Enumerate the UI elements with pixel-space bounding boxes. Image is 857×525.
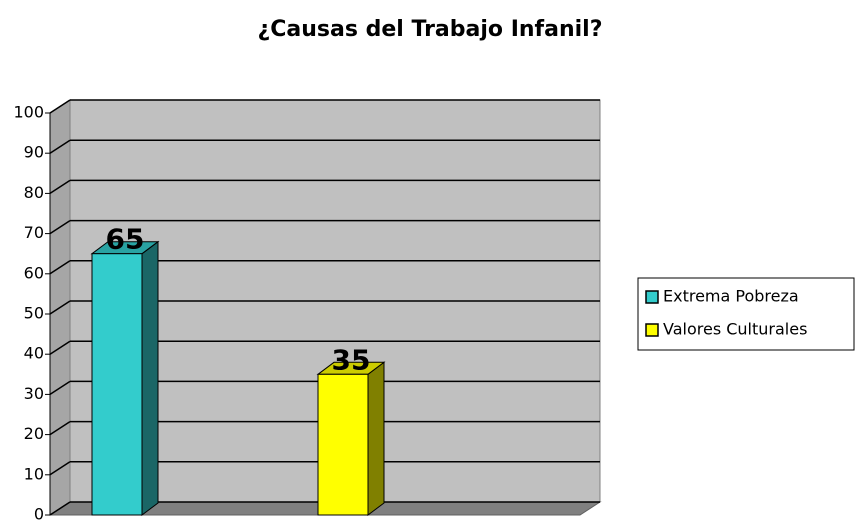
data-label: 35 [332,343,371,376]
grid-line [49,219,71,235]
grid-line [49,420,71,436]
data-label: 65 [106,223,145,256]
legend-label: Extrema Pobreza [663,287,799,306]
grid-line [49,380,71,396]
y-tick-label: 10 [24,464,44,483]
y-tick-label: 90 [24,143,44,162]
legend-swatch [645,323,659,337]
legend-box [637,277,855,351]
y-tick-label: 100 [13,103,44,122]
grid-line [49,139,71,154]
bar [317,373,369,516]
legend-label: Valores Culturales [663,320,807,339]
y-tick-label: 0 [34,505,44,524]
y-tick-label: 70 [24,223,44,242]
y-tick-label: 50 [24,304,44,323]
bar [91,253,143,516]
grid-line [49,501,71,516]
grid-line [49,260,71,275]
grid-line [49,300,71,315]
legend-swatch [645,290,659,304]
chart-title: ¿Causas del Trabajo Infanil? [258,17,603,42]
y-tick-label: 80 [24,183,44,202]
grid-line [49,461,71,476]
grid-line [49,179,71,195]
bar-side [141,240,159,516]
y-tick-label: 40 [24,344,44,363]
grid-line [49,99,71,114]
bar-side [367,361,385,516]
grid-line [49,340,71,355]
y-tick-label: 60 [24,263,44,282]
y-tick-label: 20 [24,424,44,443]
y-tick-label: 30 [24,384,44,403]
